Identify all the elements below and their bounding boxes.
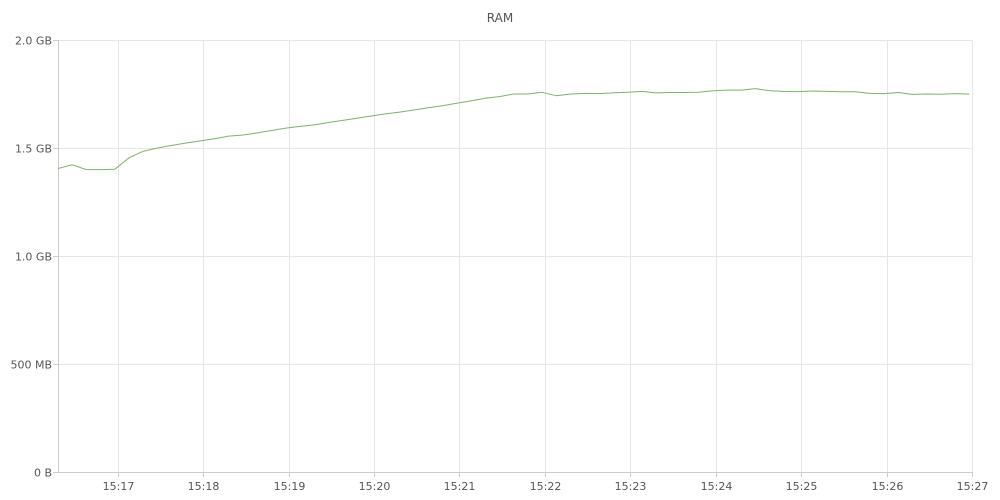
y-tick-label: 500 MB [10,359,52,372]
y-tick-label: 0 B [34,467,52,480]
x-tick-label: 15:18 [188,480,220,493]
x-axis-ticks: 15:17 15:18 15:19 15:20 15:21 15:22 15:23 15:24… [103,480,989,493]
x-tick-label: 15:20 [359,480,391,493]
series-layer [57,88,970,171]
x-tick-label: 15:26 [872,480,904,493]
x-tick-label: 15:25 [786,480,818,493]
y-tick-label: 2.0 GB [15,35,52,48]
y-tick-label: 1.0 GB [15,251,52,264]
x-tick-label: 15:19 [274,480,306,493]
y-tick-label: 1.5 GB [15,143,52,156]
x-tick-label: 15:24 [701,480,733,493]
x-tick-label: 15:23 [615,480,647,493]
y-axis-ticks: 0 B 500 MB 1.0 GB 1.5 GB 2.0 GB [10,35,52,480]
chart-title: RAM [487,11,513,25]
x-tick-label: 15:22 [530,480,562,493]
x-tick-label: 15:27 [957,480,989,493]
grid-layer [53,40,973,477]
x-tick-label: 15:21 [444,480,476,493]
x-tick-label: 15:17 [103,480,135,493]
ram-series-line [57,88,970,171]
